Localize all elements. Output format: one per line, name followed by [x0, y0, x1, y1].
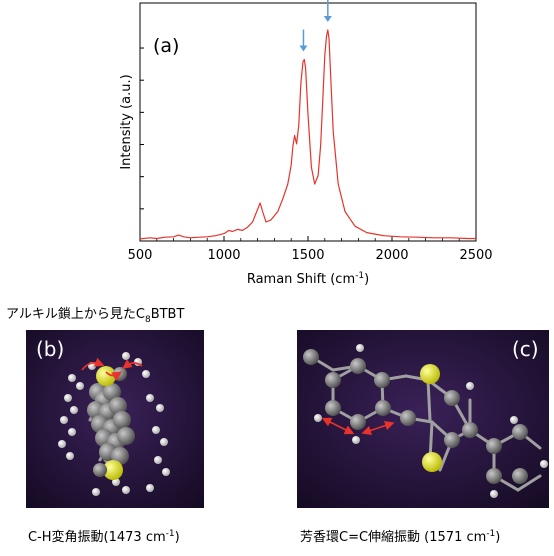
stretching-arrows	[321, 417, 395, 436]
label-c-end: )	[495, 530, 500, 545]
label-b: C-H変角振動(1473 cm-1)	[28, 529, 180, 545]
peak-marker-arrow	[323, 0, 332, 22]
x-tick-label: 500	[128, 248, 153, 263]
panel-label-a: (a)	[153, 35, 179, 57]
y-axis-label: Intensity (a.u.)	[119, 74, 134, 169]
panel-label-c: (c)	[512, 337, 539, 361]
x-axis-label: Raman Shift (cm-1)	[247, 271, 369, 287]
label-b-main: C-H変角振動(1473 cm	[28, 529, 166, 545]
x-axis-label-sup: -1	[355, 271, 364, 281]
caption-subscript: 8	[145, 315, 151, 325]
x-axis-label-main: Raman Shift (cm	[247, 272, 355, 287]
peak-marker-arrow	[299, 29, 308, 52]
series-line	[139, 29, 476, 240]
label-b-end: )	[175, 530, 180, 545]
caption-main: アルキル鎖上から見たC	[6, 306, 145, 322]
sulfur-atom-top	[96, 366, 116, 386]
y-ticks	[140, 47, 144, 242]
x-tick-label: 1500	[291, 248, 324, 263]
sulfur-atom-top	[420, 364, 440, 384]
bending-arrows	[81, 357, 143, 381]
sulfur-atom-bottom	[422, 452, 442, 472]
molecule-c-atoms	[303, 344, 548, 498]
raman-spectrum-chart: 500 1000 1500 2000 2500 (a) Intensity (a.u.)…	[119, 0, 493, 287]
x-tick-label: 2500	[459, 248, 492, 263]
x-tick-label: 1000	[207, 248, 240, 263]
label-c: 芳香環C=C伸縮振動 (1571 cm-1)	[300, 529, 500, 545]
label-c-main: 芳香環C=C伸縮振動 (1571 cm	[300, 529, 486, 545]
x-axis-label-end: )	[364, 272, 369, 287]
label-c-sup: -1	[486, 529, 495, 539]
label-b-sup: -1	[166, 529, 175, 539]
panel-c-molecule: (c)	[297, 330, 549, 508]
panel-b-molecule: (b)	[26, 330, 204, 508]
peak-markers	[299, 0, 332, 52]
panel-label-b: (b)	[36, 337, 64, 361]
series-layer	[139, 29, 476, 240]
x-tick-label: 2000	[375, 248, 408, 263]
sulfur-atom-bottom	[103, 460, 123, 480]
x-ticks: 500 1000 1500 2000 2500	[128, 236, 493, 263]
caption-end: BTBT	[151, 307, 185, 322]
figure-caption: アルキル鎖上から見たC8BTBT	[6, 306, 184, 325]
